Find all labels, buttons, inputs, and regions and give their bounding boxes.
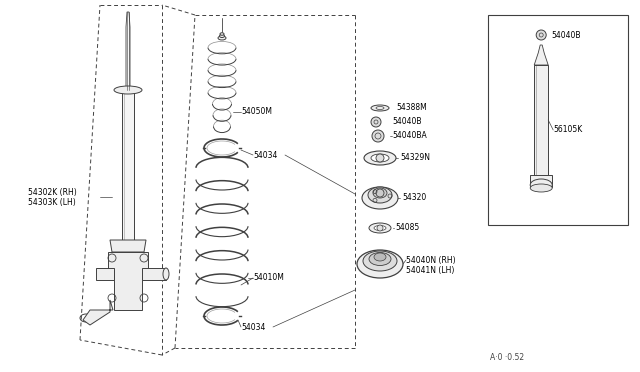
Bar xyxy=(488,15,628,225)
Text: 54050M: 54050M xyxy=(241,108,272,116)
Ellipse shape xyxy=(374,253,386,261)
Ellipse shape xyxy=(163,268,169,280)
Ellipse shape xyxy=(362,187,398,209)
Circle shape xyxy=(377,225,383,231)
Circle shape xyxy=(371,117,381,127)
Bar xyxy=(534,65,548,180)
Bar xyxy=(122,91,134,240)
Polygon shape xyxy=(142,268,166,280)
Ellipse shape xyxy=(369,253,391,266)
Ellipse shape xyxy=(369,223,391,233)
Ellipse shape xyxy=(374,225,386,231)
Text: 54388M: 54388M xyxy=(396,103,427,112)
Text: 54040N (RH): 54040N (RH) xyxy=(406,256,456,264)
Polygon shape xyxy=(96,268,114,280)
Text: A·0 ·0.52: A·0 ·0.52 xyxy=(490,353,524,362)
Ellipse shape xyxy=(363,251,397,271)
Circle shape xyxy=(372,130,384,142)
Ellipse shape xyxy=(220,33,224,35)
Text: 54040BA: 54040BA xyxy=(392,131,427,141)
Ellipse shape xyxy=(364,151,396,165)
Text: 54034: 54034 xyxy=(241,323,266,331)
Text: 54303K (LH): 54303K (LH) xyxy=(28,198,76,206)
Text: 54041N (LH): 54041N (LH) xyxy=(406,266,454,276)
Circle shape xyxy=(536,30,546,40)
Ellipse shape xyxy=(530,179,552,191)
Bar xyxy=(530,175,552,187)
Ellipse shape xyxy=(368,187,392,203)
Text: 54302K (RH): 54302K (RH) xyxy=(28,187,77,196)
Text: 54040B: 54040B xyxy=(551,31,580,39)
Ellipse shape xyxy=(357,250,403,278)
Circle shape xyxy=(376,154,384,162)
Ellipse shape xyxy=(530,184,552,192)
Ellipse shape xyxy=(218,36,226,40)
Text: 54040B: 54040B xyxy=(392,118,422,126)
Polygon shape xyxy=(126,12,130,90)
Polygon shape xyxy=(110,240,146,252)
Ellipse shape xyxy=(114,86,142,94)
Ellipse shape xyxy=(371,154,389,162)
Polygon shape xyxy=(534,45,548,65)
Text: 54085: 54085 xyxy=(395,224,419,232)
Text: 54329N: 54329N xyxy=(400,154,430,163)
Polygon shape xyxy=(108,252,148,310)
Ellipse shape xyxy=(371,105,389,111)
Text: 54010M: 54010M xyxy=(253,273,284,282)
Ellipse shape xyxy=(220,35,225,38)
Text: 56105K: 56105K xyxy=(553,125,582,135)
Polygon shape xyxy=(83,300,113,325)
Text: 54320: 54320 xyxy=(402,193,426,202)
Ellipse shape xyxy=(373,188,387,198)
Text: 54034: 54034 xyxy=(253,151,277,160)
